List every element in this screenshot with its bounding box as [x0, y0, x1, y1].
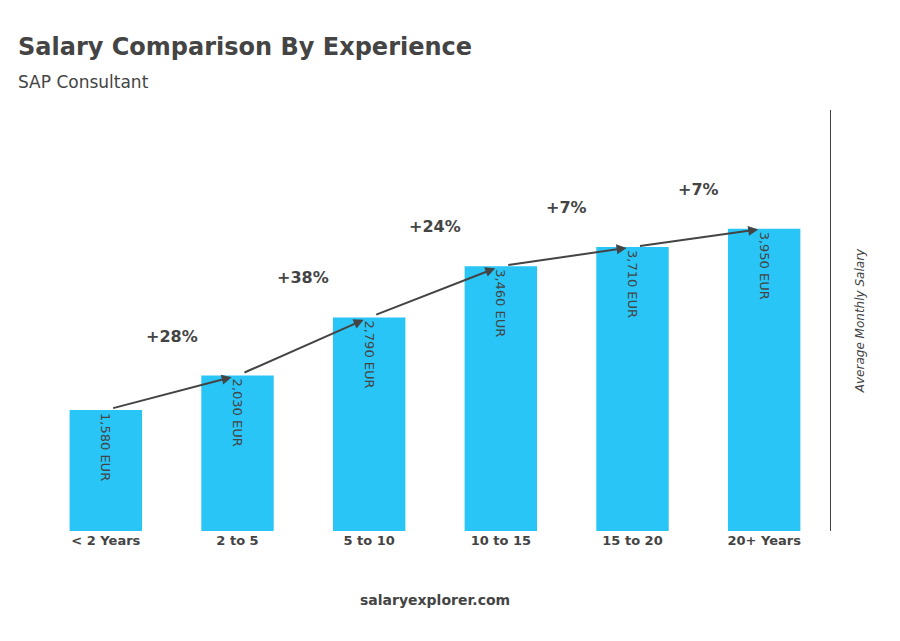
svg-text:Salary Comparison By Experienc: Salary Comparison By Experience — [18, 33, 472, 61]
svg-text:3,460 EUR: 3,460 EUR — [493, 269, 508, 337]
svg-text:+28%: +28% — [146, 327, 198, 346]
svg-text:salaryexplorer.com: salaryexplorer.com — [360, 592, 510, 608]
svg-text:3,950 EUR: 3,950 EUR — [757, 232, 772, 300]
svg-text:2,030 EUR: 2,030 EUR — [230, 379, 245, 447]
svg-text:+38%: +38% — [277, 268, 329, 287]
svg-text:+7%: +7% — [546, 198, 587, 217]
svg-text:10 to 15: 10 to 15 — [471, 533, 531, 548]
svg-text:Average Monthly Salary: Average Monthly Salary — [853, 248, 867, 393]
svg-text:15 to 20: 15 to 20 — [602, 533, 662, 548]
svg-text:2 to 5: 2 to 5 — [216, 533, 258, 548]
svg-text:< 2 Years: < 2 Years — [71, 533, 140, 548]
svg-text:3,710 EUR: 3,710 EUR — [625, 250, 640, 318]
svg-text:20+ Years: 20+ Years — [727, 533, 801, 548]
svg-text:2,790 EUR: 2,790 EUR — [362, 320, 377, 388]
svg-text:SAP Consultant: SAP Consultant — [18, 72, 149, 92]
svg-text:5 to 10: 5 to 10 — [343, 533, 394, 548]
svg-text:1,580 EUR: 1,580 EUR — [98, 413, 113, 481]
svg-text:+7%: +7% — [678, 180, 719, 199]
svg-text:+24%: +24% — [409, 217, 461, 236]
